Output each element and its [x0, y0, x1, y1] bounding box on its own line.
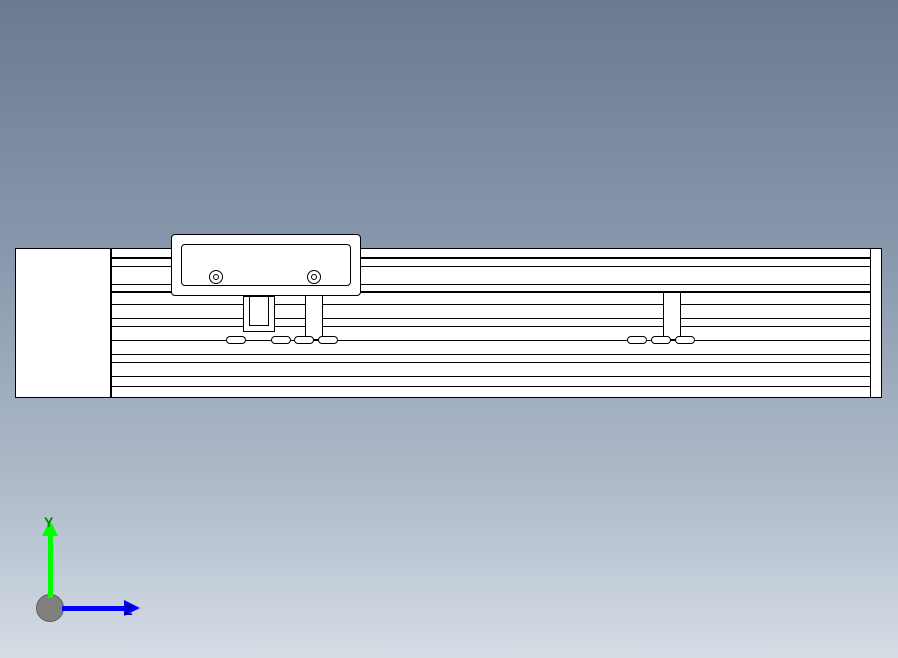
right-end-cap [870, 248, 882, 398]
vertical-support [663, 292, 681, 340]
mounting-slot [271, 336, 291, 344]
triad-origin [36, 594, 64, 622]
mounting-slot [627, 336, 647, 344]
model-linear-rail[interactable] [15, 226, 16, 418]
mounting-slot [318, 336, 338, 344]
coordinate-triad[interactable]: Y Z [24, 520, 144, 640]
left-end-block [15, 248, 111, 398]
profile-line [111, 318, 877, 319]
y-axis-label: Y [44, 514, 53, 530]
profile-line [111, 304, 877, 305]
profile-line [111, 376, 877, 377]
mounting-slot [226, 336, 246, 344]
z-axis-label: Z [124, 602, 133, 618]
z-axis [62, 606, 128, 611]
mounting-slot [675, 336, 695, 344]
profile-line [111, 386, 877, 387]
carriage-hole-inner [213, 274, 219, 280]
carriage-hole-inner [311, 274, 317, 280]
cad-viewport[interactable]: Y Z [0, 0, 898, 658]
mounting-slot [651, 336, 671, 344]
vertical-support [305, 292, 323, 340]
y-axis [48, 532, 53, 598]
rail-body [111, 292, 877, 398]
profile-line [111, 362, 877, 363]
carriage-inner [181, 244, 351, 286]
profile-line [111, 354, 877, 355]
carriage-bracket-inner [249, 296, 269, 326]
profile-line [111, 326, 877, 327]
mounting-slot [294, 336, 314, 344]
